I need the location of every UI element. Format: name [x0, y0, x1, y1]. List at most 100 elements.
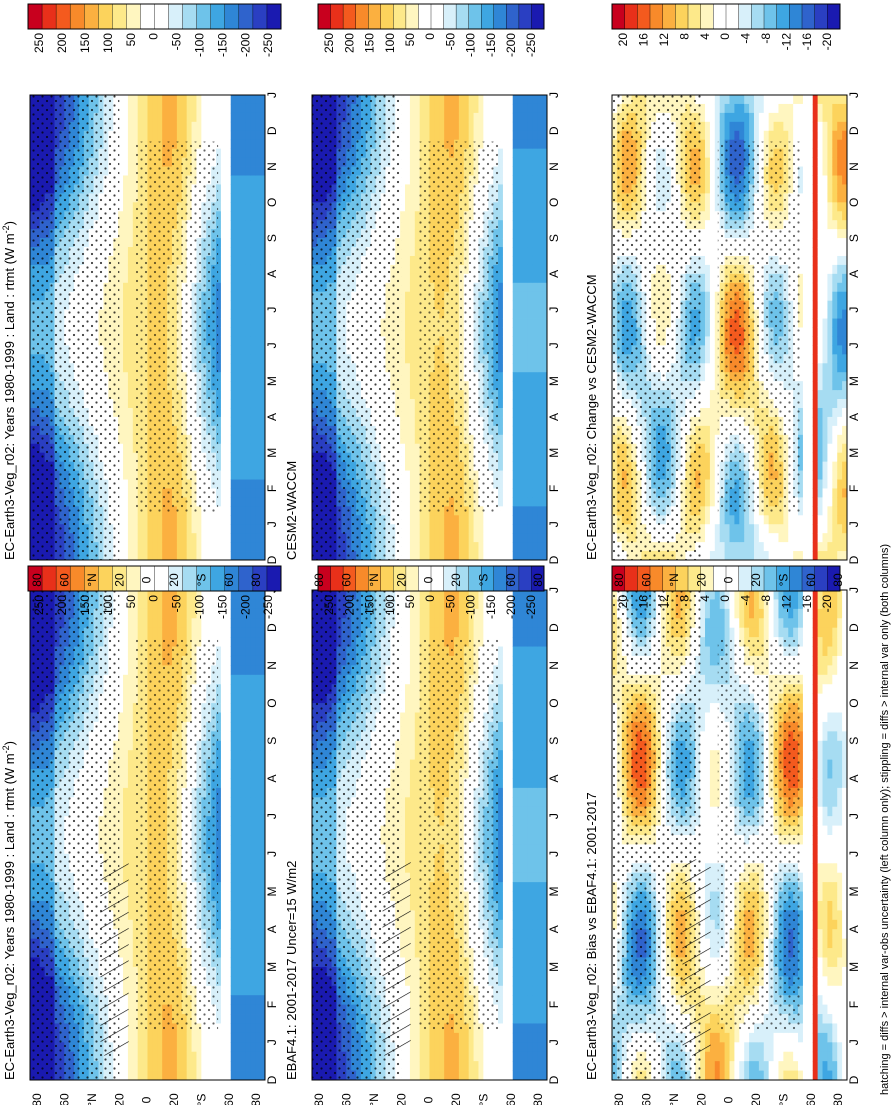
- lat-tick-label: °N: [85, 1093, 99, 1105]
- colorbar-label: 100: [383, 33, 397, 53]
- month-tick-label: J: [847, 851, 861, 857]
- colorbar-label: -100: [192, 595, 206, 619]
- month-tick-label: F: [265, 485, 279, 492]
- colorbar-label: 4: [698, 595, 712, 602]
- month-tick-label: D: [847, 623, 861, 632]
- colorbar-swatch: [238, 3, 254, 30]
- colorbar-label: -16: [800, 595, 814, 613]
- month-tick-label: D: [547, 555, 561, 564]
- month-tick-label: N: [847, 162, 861, 171]
- lat-tick-label: 60: [222, 573, 236, 587]
- panel-title: EC-Earth3-Veg_r02: Years 1980-1999 : Lan…: [1, 221, 17, 560]
- colorbar-label: 0: [423, 595, 437, 602]
- month-tick-label: J: [547, 851, 561, 857]
- month-tick-label: A: [265, 270, 279, 278]
- colorbar: 250 200 150 100 50 0 -50 -100 -150 -200 -250: [27, 565, 282, 619]
- colorbar-swatch: [330, 3, 344, 30]
- colorbar-swatch: [84, 3, 99, 30]
- colorbar-label: 20: [616, 595, 630, 609]
- hatching: [100, 859, 129, 1056]
- colorbar-swatch: [368, 3, 382, 30]
- lat-tick-label: 20: [394, 1093, 408, 1105]
- colorbar-label: 200: [55, 595, 69, 615]
- colorbar-swatch: [380, 565, 394, 592]
- colorbar-swatch: [738, 3, 752, 30]
- colorbar-swatch: [41, 3, 57, 30]
- panel-2: 80 60 °N 20 0 20 °S 60 80DJFMAMJJASONDJEBAF4.1: …: [284, 565, 561, 1105]
- colorbar-label: 16: [637, 33, 651, 47]
- month-tick-label: S: [547, 234, 561, 242]
- colorbar-swatch: [518, 3, 532, 30]
- lat-tick-label: 80: [612, 573, 626, 587]
- lat-tick-label: 80: [30, 1093, 44, 1105]
- colorbar-label: 8: [677, 33, 691, 40]
- colorbar-swatch: [518, 565, 532, 592]
- panel-title: EC-Earth3-Veg_r02: Change vs CESM2-WACCM: [584, 274, 599, 560]
- lat-tick-label: 20: [449, 1093, 463, 1105]
- month-tick-label: J: [265, 521, 279, 527]
- colorbar-swatch: [266, 565, 282, 592]
- lat-tick-label: 80: [312, 1093, 326, 1105]
- panel-frame: [311, 94, 548, 561]
- month-tick-label: J: [847, 92, 861, 98]
- month-tick-label: J: [547, 92, 561, 98]
- stippling: [135, 141, 219, 514]
- colorbar-label: -4: [739, 595, 753, 606]
- lat-tick-label: 60: [804, 573, 818, 587]
- colorbar-swatch: [98, 3, 113, 30]
- colorbar-label: 50: [124, 33, 138, 47]
- colorbar-swatch: [55, 3, 71, 30]
- panel-4: 80 60 °N 20 0 20 °S 60 80DJFMAMJJASONDJEC-Earth3…: [1, 3, 282, 587]
- month-tick-label: F: [847, 485, 861, 492]
- colorbar-swatch: [168, 3, 184, 30]
- colorbar-label: -150: [484, 33, 498, 57]
- colorbar-swatch: [443, 3, 457, 30]
- panel-3: 80 60 °N 20 0 20 °S 60 80DJFMAMJJASONDJEC-Earth3…: [584, 565, 861, 1105]
- lat-tick-label: 0: [422, 1096, 436, 1103]
- lat-tick-label: 60: [640, 573, 654, 587]
- colorbar-label: 0: [718, 595, 732, 602]
- month-tick-label: J: [847, 813, 861, 819]
- month-tick-label: O: [265, 698, 279, 707]
- month-tick-label: J: [265, 813, 279, 819]
- lat-tick-label: °S: [776, 574, 790, 587]
- colorbar: 20 16 12 8 4 0 -4 -8 -12 -16 -20: [611, 565, 841, 613]
- month-tick-label: M: [847, 962, 861, 972]
- month-tick-label: J: [847, 307, 861, 313]
- colorbar-swatch: [662, 3, 676, 30]
- colorbar-swatch: [112, 3, 127, 30]
- month-tick-label: J: [265, 92, 279, 98]
- panel-title: EC-Earth3-Veg_r02: Bias vs EBAF4.1: 2001…: [584, 792, 599, 1080]
- lat-tick-label: °S: [194, 574, 208, 587]
- colorbar-swatch: [468, 3, 482, 30]
- lat-tick-label: °S: [476, 574, 490, 587]
- colorbar-swatch: [611, 3, 626, 30]
- month-tick-label: A: [547, 774, 561, 782]
- colorbar-swatch: [342, 3, 357, 30]
- colorbar-label: 0: [147, 595, 161, 602]
- colorbar-swatch: [506, 3, 520, 30]
- colorbar-swatch: [405, 3, 419, 30]
- colorbar-label: 250: [32, 33, 46, 53]
- colorbar-swatch: [210, 3, 226, 30]
- colorbar-swatch: [649, 3, 664, 30]
- lat-tick-label: 0: [722, 576, 736, 583]
- month-tick-label: D: [547, 623, 561, 632]
- lat-tick-label: 0: [140, 576, 154, 583]
- month-tick-label: J: [547, 521, 561, 527]
- footnote: hatching = diffs > internal var-obs unce…: [879, 544, 891, 1095]
- colorbar-label: 250: [322, 595, 336, 615]
- colorbar-label: 4: [698, 33, 712, 40]
- month-tick-label: A: [547, 925, 561, 933]
- colorbar-swatch: [751, 3, 765, 30]
- month-tick-label: S: [265, 234, 279, 242]
- lat-tick-label: 60: [504, 573, 518, 587]
- colorbar: 250 200 150 100 50 0 -50 -100 -150 -200 -250: [27, 3, 282, 57]
- colorbar-swatch: [776, 3, 790, 30]
- colorbar-label: -150: [484, 595, 498, 619]
- month-tick-label: O: [547, 698, 561, 707]
- month-tick-label: J: [547, 307, 561, 313]
- colorbar-swatch: [789, 3, 803, 30]
- colorbar-label: 100: [101, 595, 115, 615]
- colorbar-label: 100: [101, 33, 115, 53]
